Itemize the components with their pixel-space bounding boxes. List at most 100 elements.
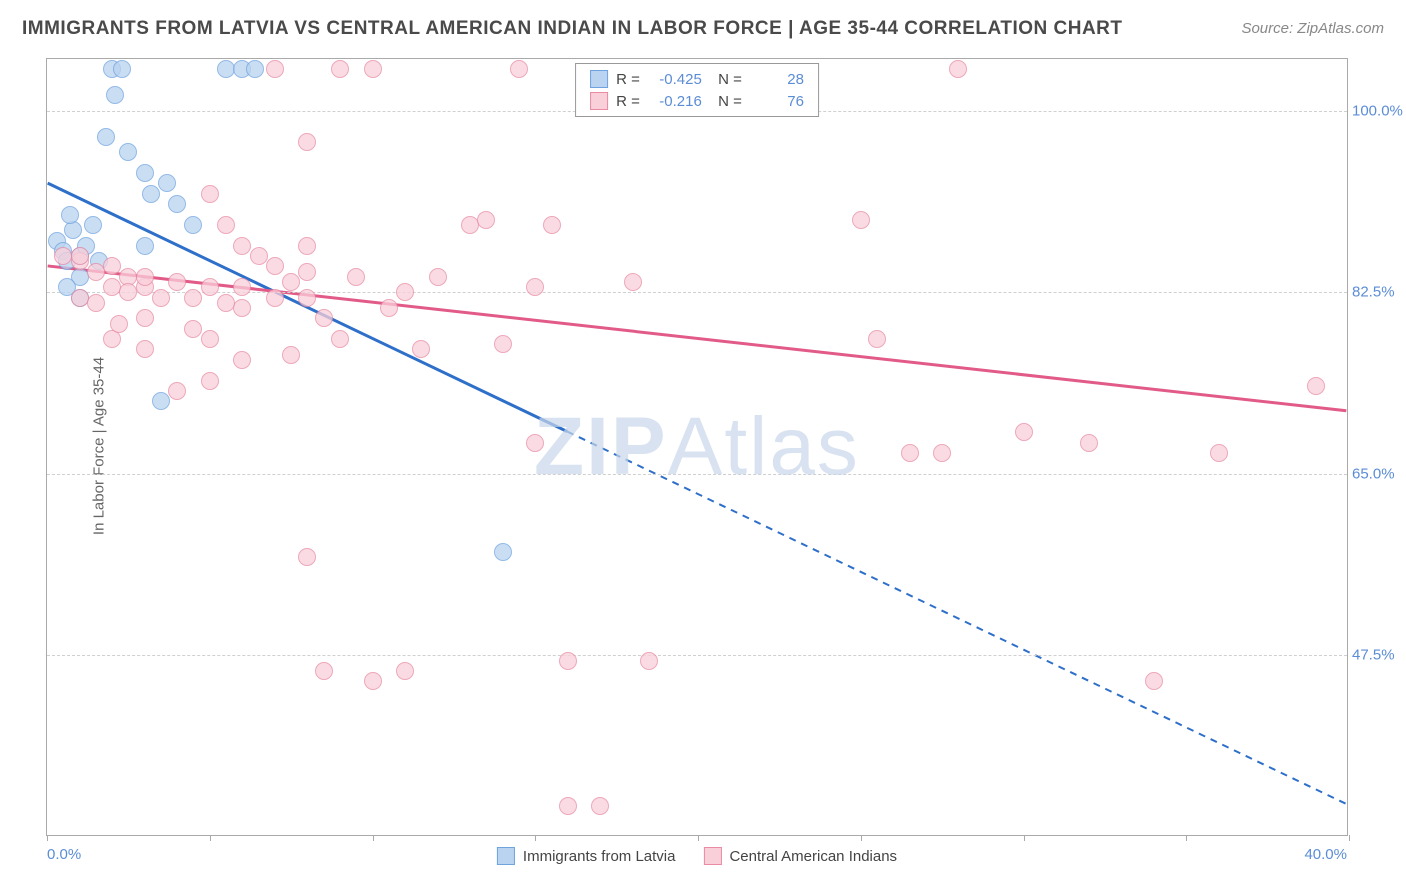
scatter-point: [559, 797, 577, 815]
stat-label-n: N =: [710, 71, 742, 88]
scatter-point: [103, 330, 121, 348]
legend-stats-row: R = -0.425 N = 28: [590, 68, 804, 90]
legend-bottom: Immigrants from Latvia Central American …: [497, 847, 897, 865]
scatter-point: [184, 320, 202, 338]
chart-plot-area: R = -0.425 N = 28 R = -0.216 N = 76 ZIPA…: [46, 58, 1348, 836]
y-tick-label: 65.0%: [1352, 465, 1406, 482]
scatter-point: [136, 164, 154, 182]
scatter-point: [184, 289, 202, 307]
scatter-point: [113, 60, 131, 78]
y-tick-label: 82.5%: [1352, 284, 1406, 301]
scatter-point: [298, 237, 316, 255]
scatter-point: [142, 185, 160, 203]
stat-label-r: R =: [616, 93, 640, 110]
scatter-point: [266, 289, 284, 307]
scatter-point: [246, 60, 264, 78]
scatter-point: [477, 211, 495, 229]
scatter-point: [315, 309, 333, 327]
scatter-point: [97, 128, 115, 146]
scatter-point: [136, 340, 154, 358]
gridline-horizontal: [47, 474, 1347, 475]
scatter-point: [1015, 423, 1033, 441]
x-tick-mark: [373, 835, 374, 841]
scatter-point: [87, 294, 105, 312]
source-attribution: Source: ZipAtlas.com: [1241, 20, 1384, 37]
scatter-point: [298, 289, 316, 307]
legend-swatch-series-1: [590, 92, 608, 110]
legend-swatch-series-0: [497, 847, 515, 865]
scatter-point: [315, 662, 333, 680]
scatter-point: [364, 60, 382, 78]
y-tick-label: 47.5%: [1352, 647, 1406, 664]
scatter-point: [282, 273, 300, 291]
legend-stats-row: R = -0.216 N = 76: [590, 90, 804, 112]
scatter-point: [1080, 434, 1098, 452]
scatter-point: [266, 60, 284, 78]
scatter-point: [136, 268, 154, 286]
stat-label-n: N =: [710, 93, 742, 110]
scatter-point: [71, 247, 89, 265]
scatter-point: [71, 289, 89, 307]
scatter-point: [868, 330, 886, 348]
scatter-point: [298, 548, 316, 566]
scatter-point: [1307, 377, 1325, 395]
scatter-point: [168, 273, 186, 291]
scatter-point: [106, 86, 124, 104]
scatter-point: [331, 330, 349, 348]
stat-value-n: 76: [750, 93, 804, 110]
scatter-point: [543, 216, 561, 234]
scatter-point: [298, 133, 316, 151]
x-tick-mark: [535, 835, 536, 841]
watermark: ZIPAtlas: [534, 400, 860, 494]
x-tick-mark: [861, 835, 862, 841]
legend-swatch-series-0: [590, 70, 608, 88]
scatter-point: [233, 299, 251, 317]
scatter-point: [217, 216, 235, 234]
scatter-point: [250, 247, 268, 265]
x-axis-min-label: 0.0%: [47, 846, 81, 863]
scatter-point: [158, 174, 176, 192]
scatter-point: [1210, 444, 1228, 462]
x-tick-mark: [698, 835, 699, 841]
scatter-point: [201, 372, 219, 390]
scatter-point: [331, 60, 349, 78]
scatter-point: [510, 60, 528, 78]
stat-label-r: R =: [616, 71, 640, 88]
legend-label: Central American Indians: [729, 848, 897, 865]
trend-line-dashed: [567, 431, 1346, 803]
scatter-point: [364, 672, 382, 690]
x-tick-mark: [210, 835, 211, 841]
scatter-point: [152, 289, 170, 307]
legend-item: Central American Indians: [703, 847, 897, 865]
scatter-point: [103, 278, 121, 296]
x-tick-mark: [1024, 835, 1025, 841]
legend-swatch-series-1: [703, 847, 721, 865]
scatter-point: [266, 257, 284, 275]
scatter-point: [201, 185, 219, 203]
scatter-point: [61, 206, 79, 224]
stat-value-n: 28: [750, 71, 804, 88]
scatter-point: [347, 268, 365, 286]
legend-item: Immigrants from Latvia: [497, 847, 676, 865]
scatter-point: [119, 143, 137, 161]
scatter-point: [933, 444, 951, 462]
scatter-point: [949, 60, 967, 78]
scatter-point: [396, 283, 414, 301]
x-tick-mark: [1186, 835, 1187, 841]
scatter-point: [526, 434, 544, 452]
scatter-point: [298, 263, 316, 281]
scatter-point: [168, 195, 186, 213]
gridline-horizontal: [47, 655, 1347, 656]
scatter-point: [152, 392, 170, 410]
legend-stats-box: R = -0.425 N = 28 R = -0.216 N = 76: [575, 63, 819, 117]
scatter-point: [412, 340, 430, 358]
x-axis-max-label: 40.0%: [1304, 846, 1347, 863]
scatter-point: [233, 278, 251, 296]
scatter-point: [559, 652, 577, 670]
scatter-point: [184, 216, 202, 234]
y-tick-label: 100.0%: [1352, 102, 1406, 119]
scatter-point: [201, 330, 219, 348]
scatter-point: [526, 278, 544, 296]
stat-value-r: -0.216: [648, 93, 702, 110]
scatter-point: [494, 543, 512, 561]
